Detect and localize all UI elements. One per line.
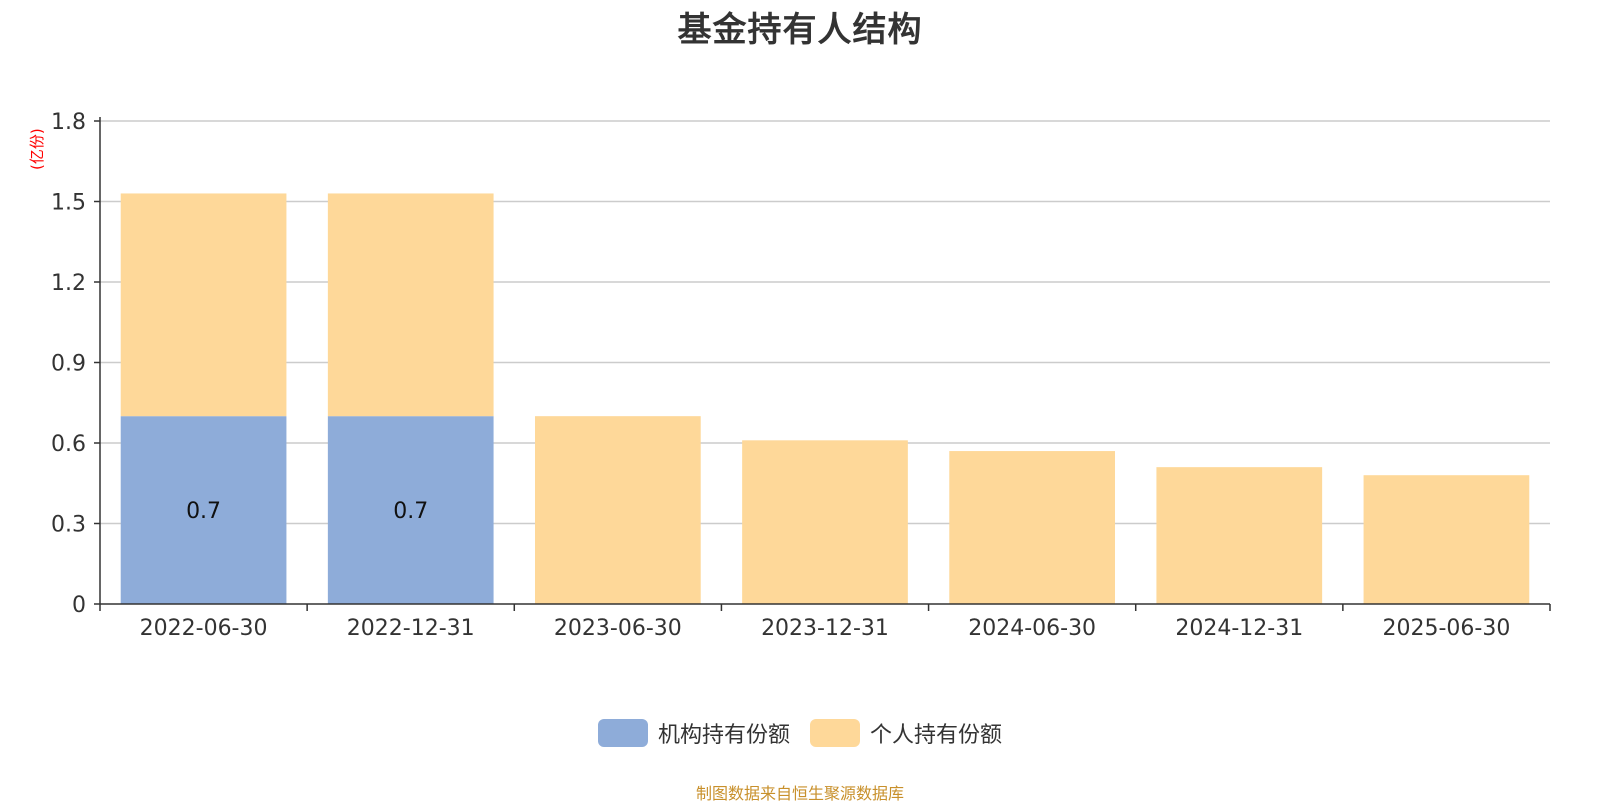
x-tick-label: 2022-12-31	[347, 616, 475, 641]
bar-institutional	[327, 416, 494, 604]
data-label: 0.7	[186, 499, 221, 524]
data-label: 0.7	[393, 499, 428, 524]
y-tick-label: 0.6	[51, 432, 86, 457]
legend-item-individual[interactable]: 个人持有份额	[810, 717, 1002, 749]
bar-individual	[1156, 467, 1323, 604]
x-tick-label: 2024-12-31	[1175, 616, 1303, 641]
bar-individual	[949, 451, 1115, 604]
axes: 0 0.3 0.6 0.9 1.2 1.5 1.8 2022-06-30 2022-12-31 2…	[51, 110, 1551, 641]
y-tick-label: 0.9	[51, 352, 86, 377]
legend-swatch-individual	[810, 719, 860, 747]
bar-individual	[742, 440, 908, 604]
data-source-note: 制图数据来自恒生聚源数据库	[695, 784, 904, 803]
legend-label-individual: 个人持有份额	[870, 723, 1003, 748]
legend-swatch-institutional	[597, 719, 648, 747]
chart-title: 基金持有人结构	[677, 10, 923, 50]
x-tick-label: 2022-06-30	[140, 616, 268, 641]
bar-individual	[535, 416, 701, 604]
bars: 0.7 0.7	[120, 193, 1530, 604]
legend-item-institutional[interactable]: 机构持有份额	[597, 717, 790, 749]
y-tick-label: 0.3	[51, 513, 86, 538]
legend-label-institutional: 机构持有份额	[657, 723, 790, 748]
x-tick-label: 2023-06-30	[554, 616, 682, 641]
y-tick-label: 1.8	[51, 110, 86, 135]
x-tick-label: 2025-06-30	[1382, 616, 1510, 641]
bar-institutional	[120, 416, 287, 604]
bar-individual	[1363, 475, 1530, 604]
x-tick-label: 2023-12-31	[761, 616, 889, 641]
y-tick-label: 1.2	[51, 271, 86, 296]
y-tick-label: 1.5	[51, 191, 86, 216]
bar-individual	[120, 193, 287, 417]
x-tick-label: 2024-06-30	[968, 616, 1096, 641]
y-tick-label: 0	[72, 593, 86, 618]
bar-individual	[327, 193, 494, 417]
legend: 机构持有份额 个人持有份额	[0, 717, 1600, 749]
